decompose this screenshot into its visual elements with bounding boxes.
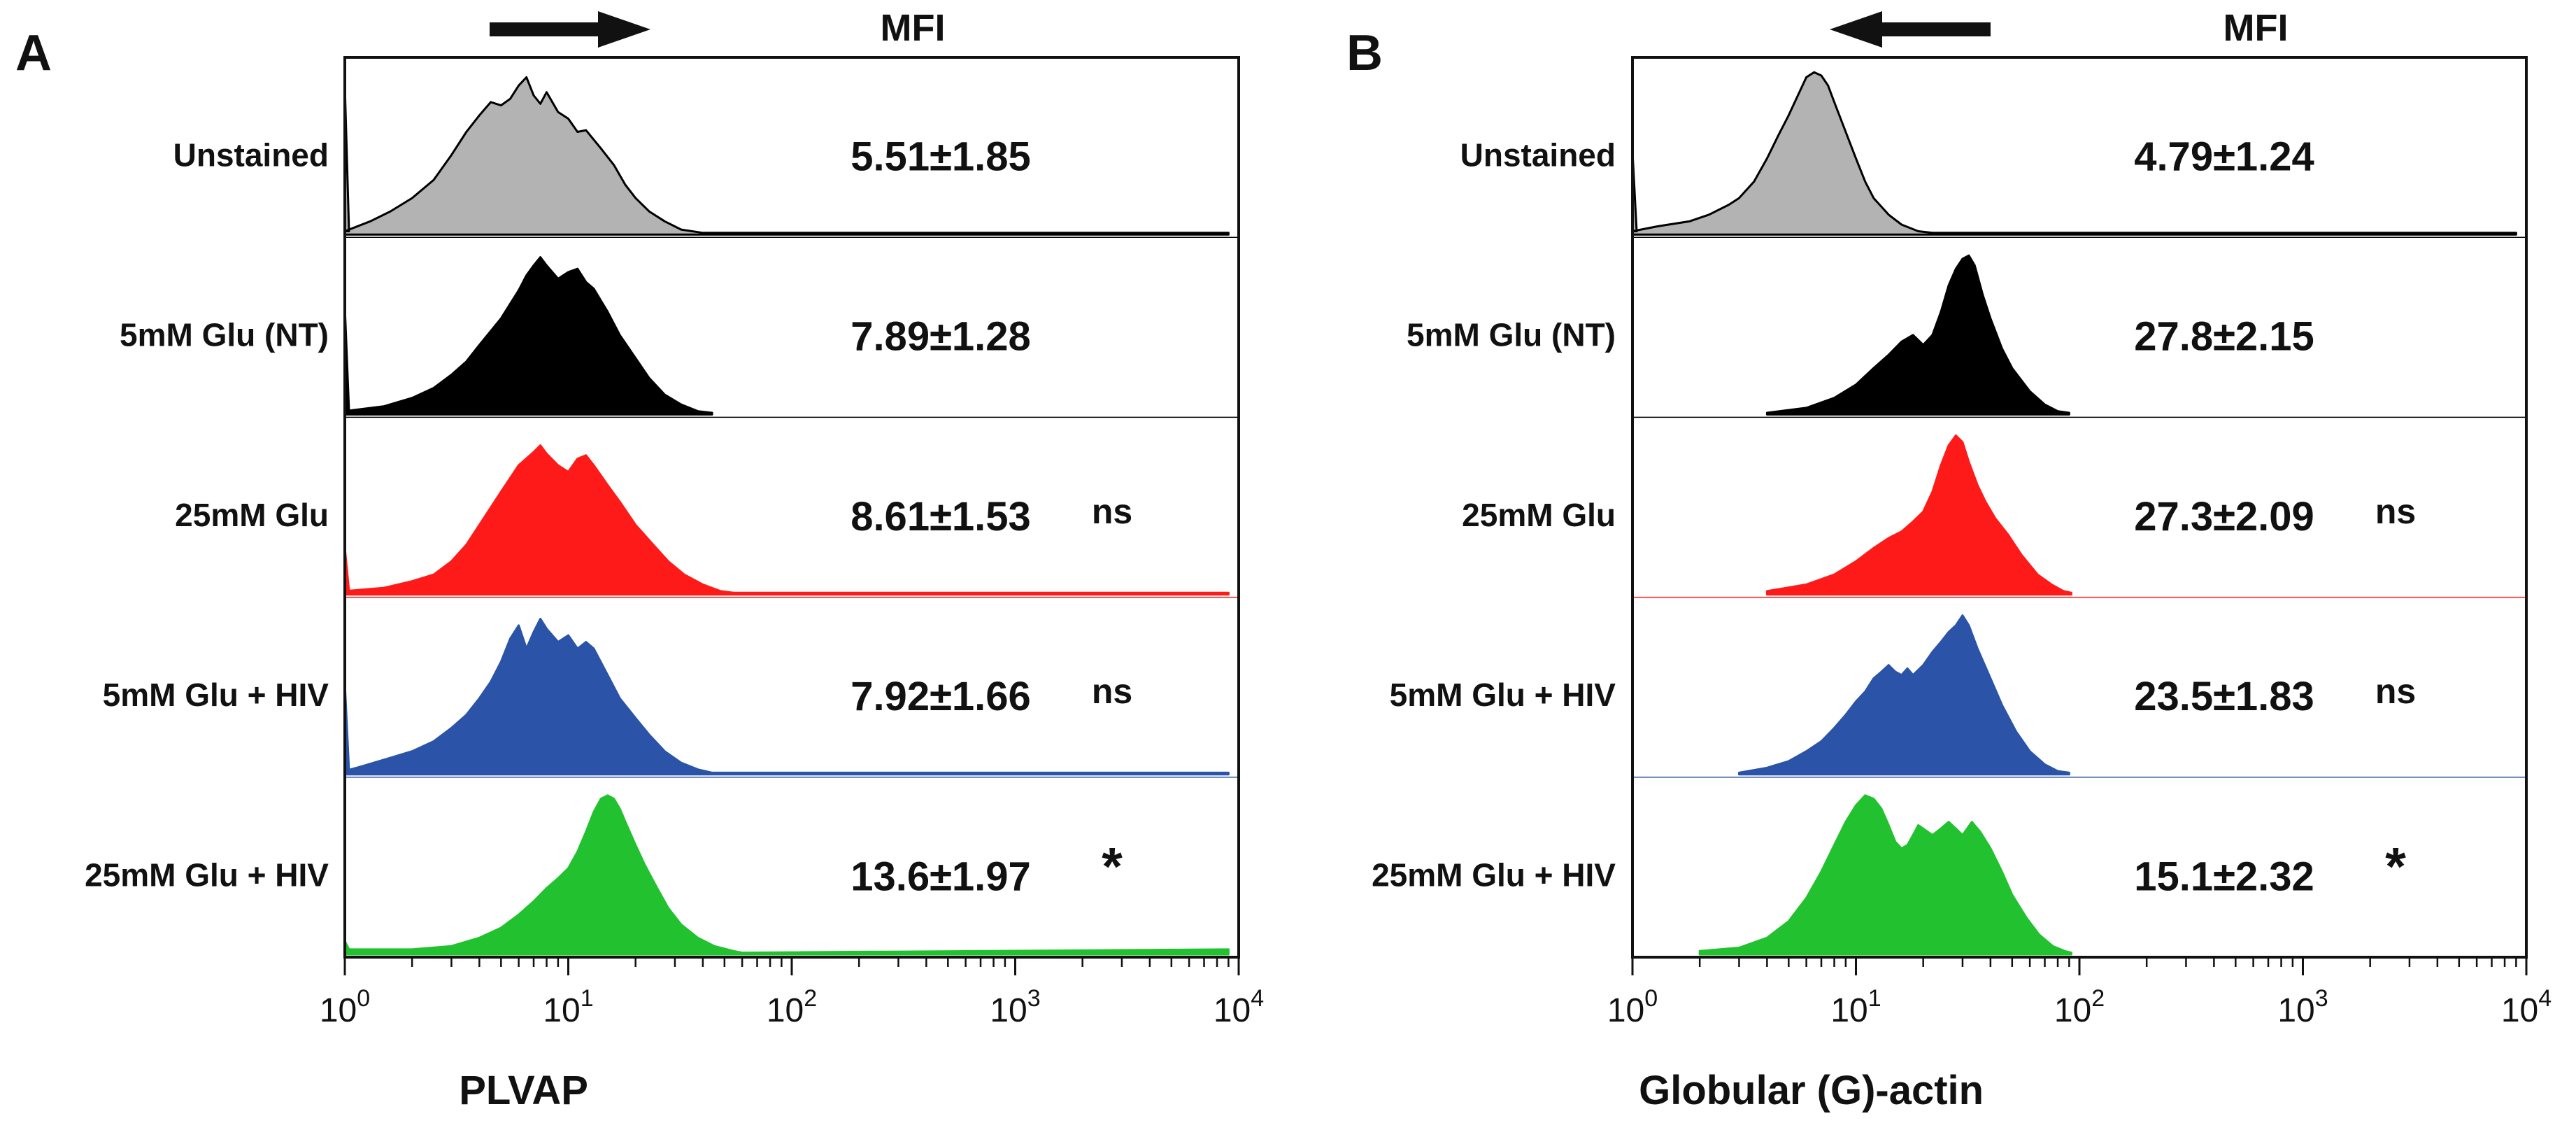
direction-arrow-icon	[1830, 11, 1991, 48]
significance-marker: ns	[2375, 492, 2416, 531]
histogram-area	[1765, 254, 2070, 416]
histogram-area	[343, 444, 1230, 596]
mfi-value: 13.6±1.97	[851, 854, 1031, 899]
mfi-value: 4.79±1.24	[2134, 134, 2314, 179]
panel-b: B MFI Unstained 4.79±1.24 5mM Glu (NT) 27.8±2…	[1346, 7, 2552, 1113]
mfi-value: 27.3±2.09	[2134, 494, 2314, 539]
x-axis: 100 101 102 103 104	[320, 957, 1264, 1029]
significance-marker: *	[1102, 837, 1123, 896]
histogram-row: 5mM Glu + HIV 23.5±1.83 ns	[1390, 614, 2526, 778]
significance-marker: ns	[1092, 672, 1132, 711]
histogram-row: 25mM Glu + HIV 15.1±2.32 *	[1372, 794, 2406, 956]
tick-label: 100	[1607, 985, 1658, 1029]
tick-label: 102	[2054, 985, 2105, 1029]
row-label: 5mM Glu (NT)	[1407, 317, 1616, 353]
significance-marker: *	[2385, 837, 2406, 896]
histogram-row: 5mM Glu + HIV 7.92±1.66 ns	[103, 617, 1239, 778]
panel-letter: A	[15, 25, 52, 81]
row-label: 25mM Glu	[1462, 497, 1616, 533]
panel-a: A MFI Unstained 5.51±1.85 5mM Glu (NT) 7.89±1…	[15, 7, 1264, 1113]
tick-label: 101	[1830, 985, 1881, 1029]
row-label: 5mM Glu + HIV	[103, 677, 329, 713]
arrow-head	[598, 11, 650, 48]
histogram-area	[343, 794, 1230, 956]
row-label: 25mM Glu + HIV	[85, 856, 329, 893]
histogram-row: 25mM Glu 27.3±2.09 ns	[1462, 434, 2526, 598]
row-label: 5mM Glu (NT)	[120, 317, 329, 353]
direction-arrow-icon	[490, 11, 650, 48]
histogram-row: 5mM Glu (NT) 27.8±2.15	[1407, 254, 2526, 418]
histogram-area	[1698, 794, 2072, 956]
significance-marker: ns	[2375, 672, 2416, 711]
histogram-area	[1737, 614, 2070, 776]
tick-label: 104	[2501, 985, 2552, 1029]
mfi-value: 15.1±2.32	[2134, 854, 2314, 899]
mfi-value: 7.92±1.66	[851, 674, 1031, 719]
histogram-area	[343, 256, 713, 416]
mfi-value: 27.8±2.15	[2134, 314, 2314, 360]
tick-label: 104	[1214, 985, 1264, 1029]
row-label: Unstained	[1460, 136, 1616, 173]
histogram-row: 25mM Glu + HIV 13.6±1.97 *	[85, 794, 1230, 956]
row-label: 25mM Glu	[175, 497, 329, 533]
mfi-header: MFI	[2223, 7, 2289, 49]
row-label: 25mM Glu + HIV	[1372, 856, 1616, 893]
row-label: Unstained	[173, 136, 329, 173]
x-axis-title: PLVAP	[459, 1068, 588, 1113]
histogram-area	[343, 76, 1230, 236]
tick-label: 100	[320, 985, 370, 1029]
tick-label: 103	[990, 985, 1040, 1029]
panel-letter: B	[1346, 25, 1383, 81]
histogram-area	[1631, 71, 2517, 236]
tick-label: 102	[767, 985, 817, 1029]
row-label: 5mM Glu + HIV	[1390, 677, 1616, 713]
significance-marker: ns	[1092, 492, 1132, 531]
x-axis: 100 101 102 103 104	[1607, 957, 2552, 1029]
histogram-area	[1765, 434, 2072, 596]
mfi-value: 8.61±1.53	[851, 494, 1031, 539]
histogram-row: 5mM Glu (NT) 7.89±1.28	[120, 256, 1239, 418]
mfi-value: 5.51±1.85	[851, 134, 1031, 179]
mfi-value: 7.89±1.28	[851, 314, 1031, 360]
arrow-shaft	[490, 22, 598, 36]
histogram-row: Unstained 4.79±1.24	[1460, 71, 2526, 238]
mfi-value: 23.5±1.83	[2134, 674, 2314, 719]
mfi-header: MFI	[881, 7, 946, 49]
histogram-row: 25mM Glu 8.61±1.53 ns	[175, 444, 1239, 598]
histogram-area	[343, 617, 1230, 776]
arrow-shaft	[1882, 22, 1991, 36]
histogram-row: Unstained 5.51±1.85	[173, 76, 1239, 238]
tick-label: 101	[543, 985, 593, 1029]
tick-label: 103	[2277, 985, 2328, 1029]
x-axis-title: Globular (G)-actin	[1639, 1068, 1984, 1113]
arrow-head	[1830, 11, 1882, 48]
